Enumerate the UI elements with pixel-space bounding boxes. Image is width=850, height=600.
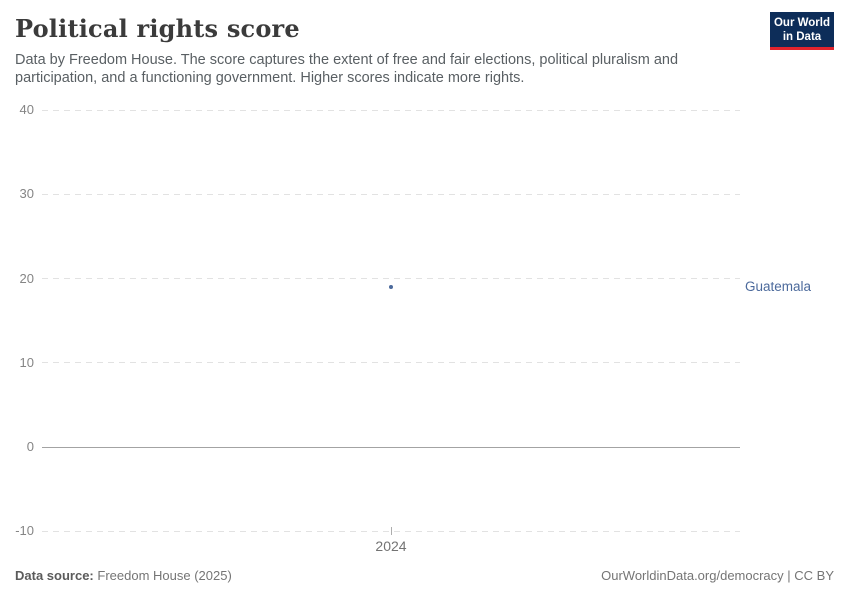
xtick-mark <box>390 527 392 536</box>
owid-logo[interactable]: Our World in Data <box>770 12 834 50</box>
ytick-label-20: 20 <box>19 270 34 286</box>
chart-footer: Data source: Freedom House (2025) OurWor… <box>15 568 834 583</box>
owid-logo-line2: in Data <box>782 31 822 44</box>
data-point-guatemala[interactable] <box>389 284 393 289</box>
owid-logo-line1: Our World <box>773 17 830 29</box>
ytick-label--10: -10 <box>15 523 34 539</box>
chart-title: Political rights score <box>15 14 300 43</box>
data-source-label: Data source: <box>15 568 94 583</box>
gridline-y-20 <box>42 278 740 279</box>
data-source-note: Data source: Freedom House (2025) <box>15 568 232 583</box>
owid-url-license[interactable]: OurWorldinData.org/democracy | CC BY <box>601 568 834 583</box>
ytick-label-40: 40 <box>19 102 34 117</box>
chart-subtitle: Data by Freedom House. The score capture… <box>15 52 679 86</box>
ytick-label-10: 10 <box>19 354 34 370</box>
gridline-y-10 <box>42 362 740 364</box>
data-source-value: Freedom House (2025) <box>97 568 232 583</box>
entity-label-guatemala[interactable]: Guatemala <box>745 278 812 294</box>
gridline-y-40 <box>42 109 740 111</box>
ytick-label-30: 30 <box>19 186 34 202</box>
gridline-y-30 <box>42 193 740 195</box>
ytick-label-0: 0 <box>26 439 34 454</box>
xtick-label: 2024 <box>375 538 407 555</box>
zero-axis-line <box>42 446 740 448</box>
